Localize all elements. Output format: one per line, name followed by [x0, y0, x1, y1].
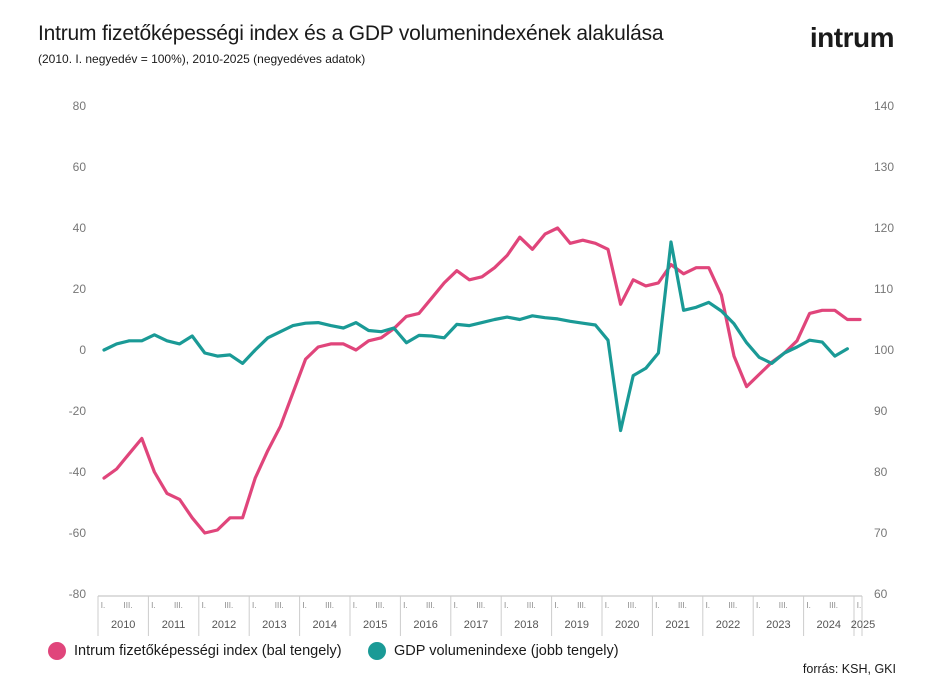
- year-label: 2023: [766, 619, 790, 631]
- year-label: 2019: [565, 619, 589, 631]
- left-tick-label: 40: [73, 221, 87, 235]
- chart-title: Intrum fizetőképességi index és a GDP vo…: [38, 22, 664, 45]
- legend-item-gdp: GDP volumenindexe (jobb tengely): [368, 642, 619, 660]
- quarter-label: III.: [376, 601, 385, 610]
- left-tick-label: -20: [69, 404, 87, 418]
- year-label: 2018: [514, 619, 538, 631]
- quarter-label: III.: [628, 601, 637, 610]
- quarter-label: III.: [779, 601, 788, 610]
- quarter-label: I.: [151, 601, 155, 610]
- right-axis: 140 130 120 110 100 90 80 70 60: [874, 99, 894, 601]
- right-tick-label: 130: [874, 160, 894, 174]
- quarter-label: III.: [124, 601, 133, 610]
- chart-subtitle: (2010. I. negyedév = 100%), 2010-2025 (n…: [38, 52, 366, 66]
- year-label: 2013: [262, 619, 286, 631]
- quarter-label: III.: [527, 601, 536, 610]
- quarter-label: I.: [554, 601, 558, 610]
- quarter-label: I.: [403, 601, 407, 610]
- legend-label-gdp: GDP volumenindexe (jobb tengely): [394, 643, 619, 659]
- legend-swatch-intrum: [48, 642, 66, 660]
- year-label: 2024: [817, 619, 841, 631]
- quarter-label: III.: [426, 601, 435, 610]
- year-label: 2022: [716, 619, 740, 631]
- year-label: 2025: [851, 619, 875, 631]
- right-tick-label: 110: [874, 282, 893, 296]
- quarter-label: I.: [202, 601, 206, 610]
- left-tick-label: -40: [69, 465, 87, 479]
- right-tick-label: 140: [874, 99, 894, 113]
- quarter-label: I.: [454, 601, 458, 610]
- left-tick-label: -80: [69, 587, 87, 601]
- intrum-logo: intrum: [809, 22, 895, 53]
- year-label: 2015: [363, 619, 387, 631]
- quarter-label: I.: [605, 601, 609, 610]
- quarter-label: III.: [275, 601, 284, 610]
- year-label: 2011: [162, 619, 186, 631]
- gdp-volume-line: [102, 240, 850, 433]
- quarter-label: I.: [756, 601, 760, 610]
- series-lines: [102, 226, 862, 535]
- quarter-label: III.: [325, 601, 334, 610]
- quarter-label: I.: [252, 601, 256, 610]
- left-tick-label: 0: [79, 343, 86, 357]
- left-tick-label: 20: [73, 282, 87, 296]
- year-label: 2020: [615, 619, 639, 631]
- quarter-label: I.: [353, 601, 357, 610]
- quarter-label: III.: [577, 601, 586, 610]
- right-tick-label: 120: [874, 221, 894, 235]
- quarter-label: I.: [504, 601, 508, 610]
- quarter-label: III.: [678, 601, 687, 610]
- quarter-label: I.: [806, 601, 810, 610]
- year-label: 2016: [413, 619, 437, 631]
- quarter-label: III.: [476, 601, 485, 610]
- quarter-label: III.: [829, 601, 838, 610]
- year-label: 2021: [665, 619, 689, 631]
- year-label: 2012: [212, 619, 236, 631]
- left-axis: 80 60 40 20 0 -20 -40 -60 -80: [69, 99, 87, 601]
- intrum-index-line: [102, 226, 862, 535]
- quarter-label: III.: [728, 601, 737, 610]
- right-tick-label: 70: [874, 526, 888, 540]
- year-label: 2014: [313, 619, 337, 631]
- left-tick-label: 80: [73, 99, 87, 113]
- quarter-label: I.: [857, 601, 861, 610]
- right-tick-label: 60: [874, 587, 888, 601]
- right-tick-label: 80: [874, 465, 888, 479]
- legend-swatch-gdp: [368, 642, 386, 660]
- right-tick-label: 90: [874, 404, 888, 418]
- quarter-label: III.: [224, 601, 233, 610]
- quarter-label: III.: [174, 601, 183, 610]
- left-tick-label: -60: [69, 526, 87, 540]
- quarter-label: I.: [101, 601, 105, 610]
- year-label: 2010: [111, 619, 135, 631]
- quarter-label: I.: [706, 601, 710, 610]
- legend-label-intrum: Intrum fizetőképességi index (bal tengel…: [74, 643, 342, 659]
- source-note: forrás: KSH, GKI: [802, 662, 896, 676]
- left-tick-label: 60: [73, 160, 87, 174]
- quarter-label: I.: [655, 601, 659, 610]
- year-label: 2017: [464, 619, 488, 631]
- x-axis: I. III. 2010 I. III. 2011 I. III. 2012 I. III. 2013…: [97, 595, 875, 636]
- quarter-label: I.: [302, 601, 306, 610]
- right-tick-label: 100: [874, 343, 894, 357]
- legend-item-intrum: Intrum fizetőképességi index (bal tengel…: [48, 642, 342, 660]
